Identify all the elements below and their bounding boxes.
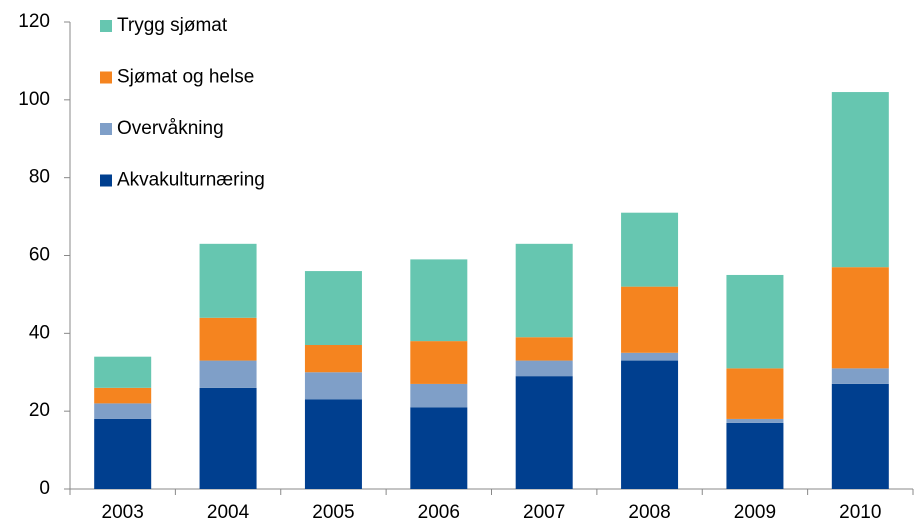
bar-segment: [304, 372, 362, 400]
bar-segment: [199, 360, 257, 388]
x-tick-label: 2007: [523, 502, 565, 523]
bar-segment: [94, 356, 152, 388]
legend-swatch: [100, 174, 112, 187]
bar-segment: [199, 387, 257, 489]
bar-segment: [94, 403, 152, 419]
y-tick-label: 80: [29, 167, 50, 188]
bar-segment: [831, 92, 889, 268]
bar-segment: [304, 399, 362, 489]
bar-segment: [621, 212, 679, 287]
legend-swatch: [100, 20, 112, 32]
bar-segment: [726, 368, 784, 419]
y-tick-label: 0: [39, 478, 50, 499]
bar-segment: [515, 376, 573, 489]
bar-segment: [621, 352, 679, 361]
x-tick-label: 2003: [102, 502, 144, 523]
x-tick-label: 2008: [628, 502, 670, 523]
y-tick-label: 60: [29, 245, 50, 266]
bar-segment: [726, 422, 784, 489]
bar-segment: [304, 271, 362, 346]
bar-segment: [621, 286, 679, 353]
bar-segment: [831, 267, 889, 369]
legend-label: Akvakulturnæring: [117, 170, 265, 191]
bar-segment: [726, 274, 784, 369]
bar-segment: [410, 341, 468, 384]
y-tick-label: 120: [18, 11, 50, 32]
x-tick-label: 2010: [839, 502, 881, 523]
legend-label: Sjømat og helse: [117, 67, 254, 88]
bar-segment: [304, 345, 362, 373]
bar-segment: [726, 418, 784, 423]
y-tick-label: 40: [29, 322, 50, 343]
legend-label: Overvåkning: [117, 118, 224, 139]
bar-segment: [515, 243, 573, 338]
bar-segment: [515, 360, 573, 377]
legend-swatch: [100, 123, 112, 135]
bar-segment: [621, 360, 679, 489]
y-tick-label: 100: [18, 89, 50, 110]
legend-label: Trygg sjømat: [117, 15, 228, 36]
bar-segment: [94, 418, 152, 489]
x-tick-label: 2004: [207, 502, 250, 523]
bar-segment: [410, 383, 468, 408]
legend-swatch: [100, 71, 112, 84]
y-tick-label: 20: [29, 400, 50, 421]
bar-segment: [515, 337, 573, 361]
x-tick-label: 2005: [312, 502, 354, 523]
bar-segment: [831, 383, 889, 489]
bar-segment: [94, 387, 152, 404]
x-tick-label: 2009: [734, 502, 776, 523]
bar-segment: [410, 259, 468, 342]
x-tick-label: 2006: [418, 502, 460, 523]
bar-segment: [199, 243, 257, 318]
bar-segment: [199, 317, 257, 361]
bar-segment: [410, 407, 468, 489]
bar-segment: [831, 368, 889, 384]
